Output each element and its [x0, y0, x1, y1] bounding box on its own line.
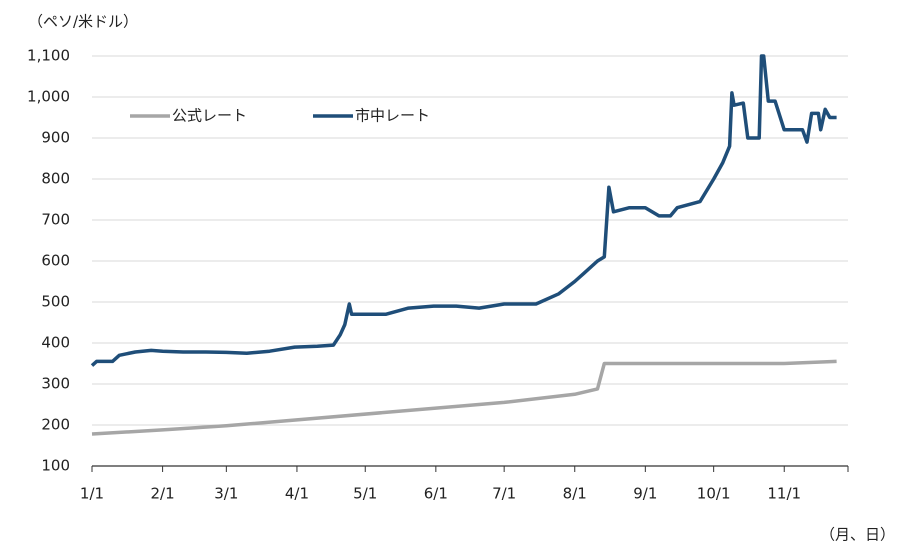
x-tick-label: 7/1	[492, 485, 516, 503]
y-tick-label: 500	[41, 293, 70, 311]
y-tick-label: 1,000	[27, 88, 70, 106]
x-tick-label: 10/1	[697, 485, 731, 503]
y-tick-label: 1,100	[27, 47, 70, 65]
x-tick-label: 2/1	[151, 485, 175, 503]
y-tick-label: 200	[41, 416, 70, 434]
legend-label: 公式レート	[172, 107, 247, 125]
legend-label: 市中レート	[355, 107, 430, 125]
x-tick-label: 8/1	[563, 485, 587, 503]
y-tick-label: 900	[41, 129, 70, 147]
x-tick-label: 4/1	[285, 485, 309, 503]
y-tick-label: 600	[41, 252, 70, 270]
x-tick-label: 9/1	[633, 485, 657, 503]
y-axis-label: （ペソ/米ドル）	[28, 13, 138, 31]
y-tick-label: 700	[41, 211, 70, 229]
x-tick-label: 1/1	[80, 485, 104, 503]
x-axis-label: （月、日）	[820, 526, 895, 544]
x-tick-label: 5/1	[353, 485, 377, 503]
x-tick-label: 6/1	[424, 485, 448, 503]
series-line	[90, 54, 837, 367]
series-line	[91, 359, 837, 436]
y-tick-label: 800	[41, 170, 70, 188]
y-tick-label: 300	[41, 375, 70, 393]
x-tick-label: 11/1	[767, 485, 801, 503]
x-tick-label: 3/1	[214, 485, 238, 503]
y-tick-label: 400	[41, 334, 70, 352]
y-tick-label: 100	[41, 457, 70, 475]
